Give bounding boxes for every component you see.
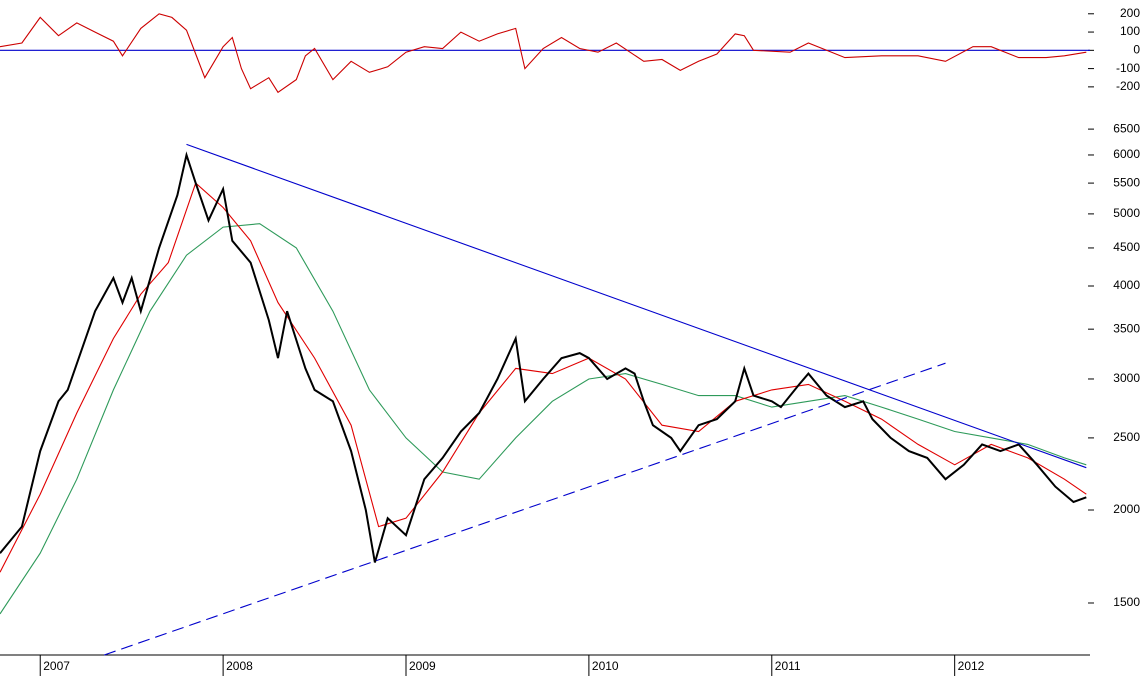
y-tick-label: 3000	[1113, 371, 1140, 385]
y-tick-label: 1500	[1113, 595, 1140, 609]
y-tick-label: 3500	[1113, 321, 1140, 335]
x-tick-label: 2010	[592, 659, 619, 673]
x-tick-label: 2011	[775, 659, 801, 673]
y-tick-label: 2500	[1113, 430, 1140, 444]
series-line	[0, 13, 1087, 94]
y-tick-label: 2000	[1113, 502, 1140, 516]
series-line	[0, 182, 1087, 573]
y-tick-label: 5500	[1113, 175, 1140, 189]
x-tick-label: 2007	[43, 659, 70, 673]
y-tick-label: 200	[1120, 6, 1140, 20]
x-tick-label: 2009	[409, 659, 436, 673]
x-tick-label: 2008	[226, 659, 253, 673]
series-line	[104, 362, 946, 656]
y-tick-label: 6500	[1113, 121, 1140, 135]
y-tick-label: 6000	[1113, 147, 1140, 161]
y-tick-label: 100	[1120, 24, 1140, 38]
x-tick-label: 2012	[958, 659, 985, 673]
y-tick-label: -200	[1116, 79, 1140, 93]
series-line	[0, 223, 1087, 615]
y-tick-label: 0	[1133, 42, 1140, 56]
series-line	[186, 143, 1087, 469]
y-tick-label: -100	[1116, 61, 1140, 75]
y-tick-label: 4500	[1113, 240, 1140, 254]
series-line	[0, 151, 1087, 563]
y-tick-label: 5000	[1113, 206, 1140, 220]
y-tick-label: 4000	[1113, 278, 1140, 292]
